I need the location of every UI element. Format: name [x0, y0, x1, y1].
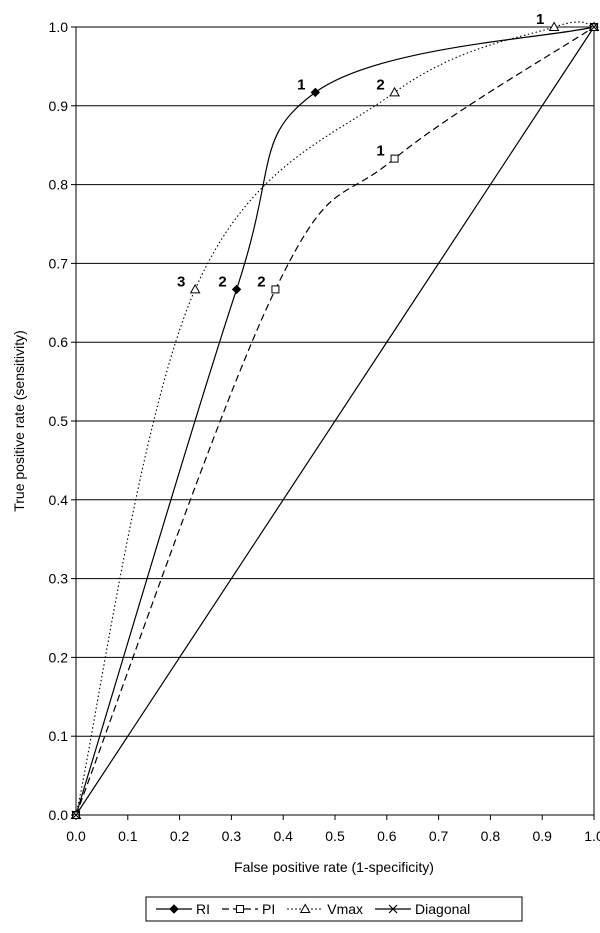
y-axis-title: True positive rate (sensitivity) [11, 330, 27, 512]
y-tick-label: 0.2 [49, 649, 69, 665]
marker-diagonal [589, 22, 599, 32]
x-tick-label: 0.9 [532, 828, 552, 844]
y-tick-label: 1.0 [49, 19, 69, 35]
y-tick-label: 0.9 [49, 98, 69, 114]
series-line-pi [75, 26, 595, 816]
marker-ri [310, 87, 321, 98]
x-tick-label: 0.1 [118, 828, 138, 844]
series-lines [75, 21, 595, 816]
y-tick-label: 0.1 [49, 728, 69, 744]
marker-pi [390, 154, 399, 163]
marker-vmax [548, 21, 560, 31]
legend-marker-diagonal [388, 904, 398, 914]
axes [71, 26, 595, 820]
point-label-pi: 1 [376, 143, 384, 160]
point-label-vmax: 1 [536, 11, 544, 28]
y-tick-label: 0.7 [49, 255, 69, 271]
x-tick-labels: 0.0 0.1 0.2 0.3 0.4 0.5 0.6 0.7 0.8 0.9 1.0 [66, 828, 600, 844]
x-tick-label: 0.8 [481, 828, 501, 844]
x-tick-label: 0.3 [222, 828, 242, 844]
x-tick-label: 0.4 [273, 828, 293, 844]
x-tick-label: 0.7 [429, 828, 449, 844]
point-label-vmax: 2 [376, 76, 384, 93]
marker-vmax [389, 86, 400, 97]
legend-label-ri: RI [196, 901, 210, 917]
y-tick-label: 0.8 [49, 177, 69, 193]
x-tick-label: 0.2 [170, 828, 190, 844]
y-tick-label: 0.4 [49, 492, 69, 508]
legend-label-vmax: Vmax [327, 901, 363, 917]
marker-ri [231, 284, 242, 295]
x-tick-label: 0.0 [66, 828, 86, 844]
marker-vmax [189, 283, 201, 294]
point-label-ri: 2 [218, 273, 226, 290]
y-tick-label: 0.0 [49, 807, 69, 823]
marker-pi [271, 285, 280, 294]
legend-marker-ri [169, 904, 179, 914]
legend-marker-pi [236, 905, 244, 913]
x-axis-title: False positive rate (1-specificity) [234, 859, 434, 875]
y-tick-labels: 0.0 0.1 0.2 0.3 0.4 0.5 0.6 0.7 0.8 0.9 1.0 [49, 19, 69, 823]
x-tick-label: 1.0 [584, 828, 600, 844]
legend-box [145, 896, 523, 922]
y-tick-label: 0.5 [49, 413, 69, 429]
series-markers [70, 21, 600, 820]
legend: RI PI Vmax Diagonal [145, 896, 523, 922]
legend-marker-vmax [299, 903, 311, 913]
x-tick-label: 0.6 [377, 828, 397, 844]
point-labels: 2 1 2 1 3 2 1 [177, 11, 544, 290]
series-line-ri [75, 26, 595, 816]
marker-diagonal [71, 810, 81, 820]
x-tick-label: 0.5 [325, 828, 345, 844]
y-tick-label: 0.3 [49, 571, 69, 587]
point-label-pi: 2 [257, 273, 265, 290]
y-tick-label: 0.6 [49, 334, 69, 350]
series-line-diagonal [75, 26, 595, 816]
point-label-vmax: 3 [177, 273, 185, 290]
legend-label-diagonal: Diagonal [415, 901, 470, 917]
legend-label-pi: PI [262, 901, 275, 917]
point-label-ri: 1 [297, 76, 305, 93]
grid-lines [76, 26, 594, 737]
